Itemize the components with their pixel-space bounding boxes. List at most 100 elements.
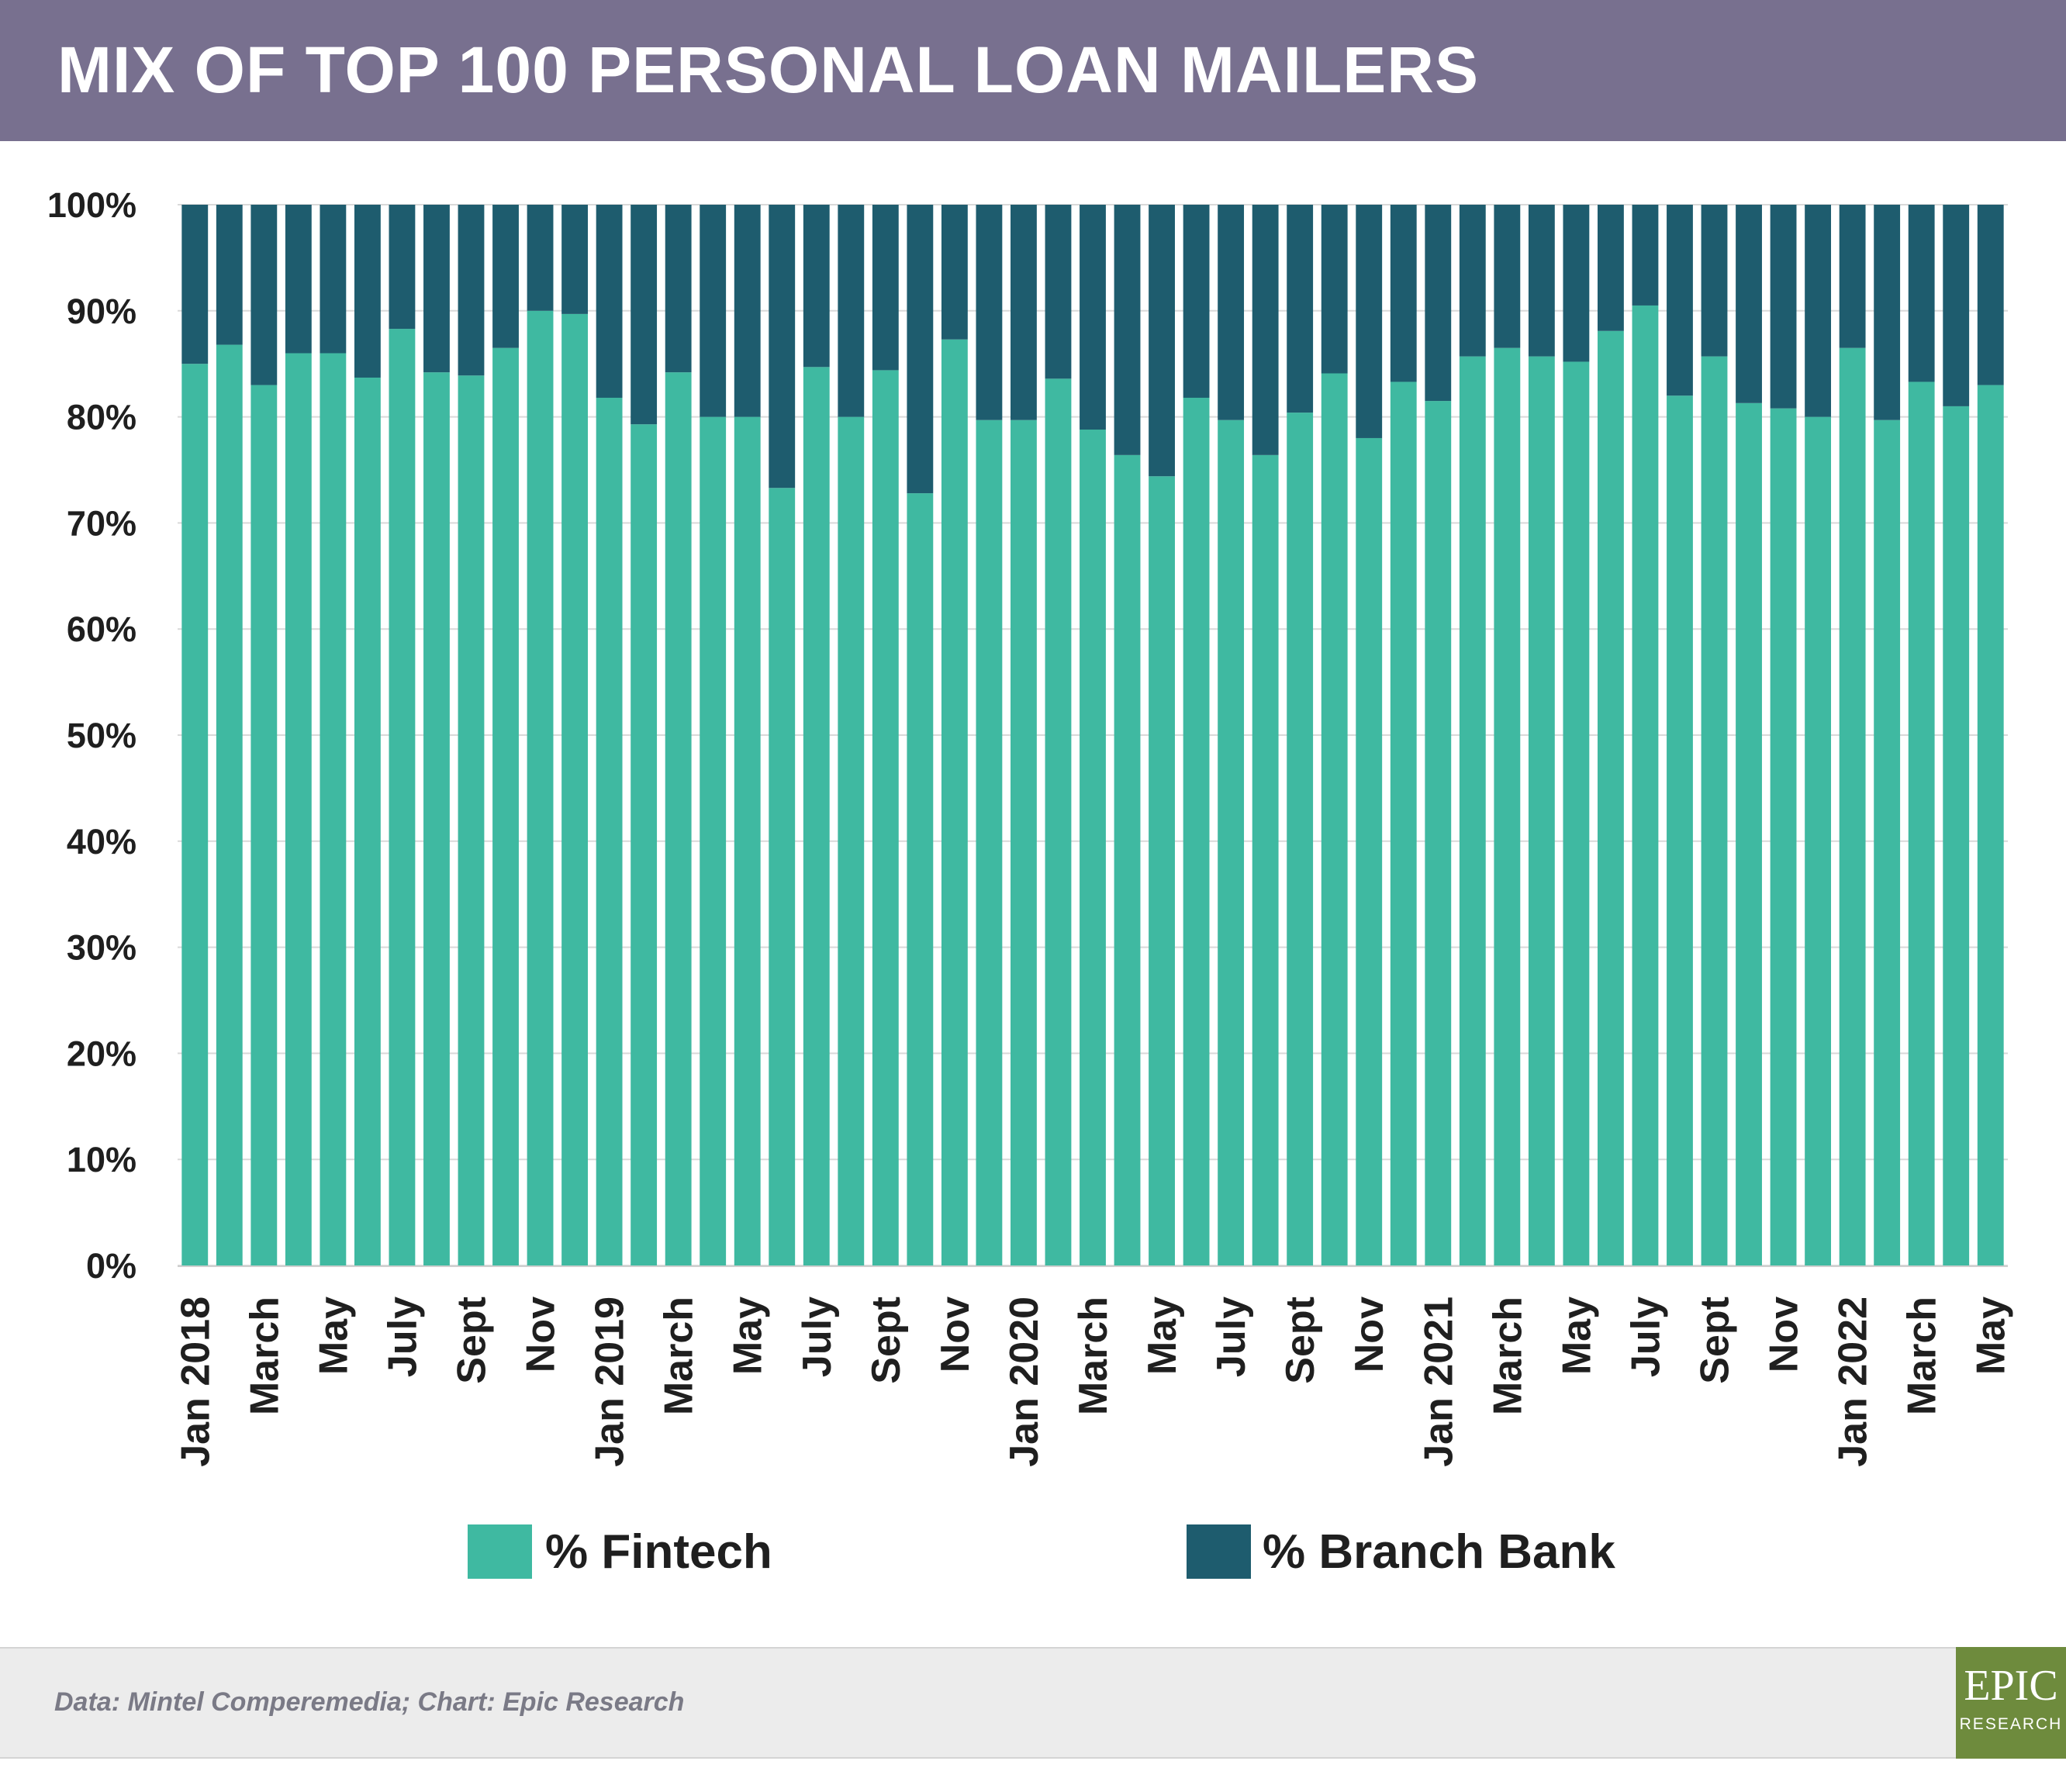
bar-branch-bank xyxy=(1252,205,1279,455)
bar-branch-bank xyxy=(1425,205,1452,402)
bar-branch-bank xyxy=(803,205,830,368)
bar-fintech xyxy=(872,370,899,1266)
bar-branch-bank xyxy=(1390,205,1417,382)
bar-fintech xyxy=(803,367,830,1266)
bar-fintech xyxy=(1459,356,1486,1265)
x-tick-label: July xyxy=(380,1297,425,1377)
bar-fintech xyxy=(1390,382,1417,1265)
bar-branch-bank xyxy=(1839,205,1866,348)
x-tick-label: Sept xyxy=(864,1297,909,1384)
bar-branch-bank xyxy=(1459,205,1486,357)
x-tick-label: July xyxy=(795,1297,840,1377)
bar-fintech xyxy=(700,416,727,1265)
y-tick-label: 60% xyxy=(67,609,136,649)
bar-branch-bank xyxy=(527,205,554,311)
y-tick-label: 40% xyxy=(67,822,136,861)
bar-fintech xyxy=(734,416,761,1265)
epic-research-logo: EPIC RESEARCH xyxy=(1956,1647,2066,1759)
bar-branch-bank xyxy=(216,205,243,345)
bar-branch-bank xyxy=(181,205,209,364)
bar-branch-bank xyxy=(769,205,796,489)
y-tick-label: 50% xyxy=(67,716,136,755)
bar-fintech xyxy=(320,353,347,1265)
legend-label-branch-bank: % Branch Bank xyxy=(1263,1525,1615,1579)
x-tick-label: Nov xyxy=(933,1297,978,1372)
x-tick-label: March xyxy=(1900,1297,1945,1415)
bar-branch-bank xyxy=(631,205,658,425)
bar-fintech xyxy=(1494,347,1521,1266)
bar-branch-bank xyxy=(700,205,727,417)
x-tick-label: Jan 2020 xyxy=(1002,1297,1047,1467)
bar-fintech xyxy=(561,313,588,1265)
y-axis-ticks: 0% 10% 20% 30% 40% 50% 60% 70% 80% 90% 100% xyxy=(47,185,136,1286)
x-tick-label: Jan 2022 xyxy=(1831,1297,1876,1467)
bar-fintech xyxy=(1080,430,1106,1265)
bar-branch-bank xyxy=(1080,205,1106,430)
bar-fintech xyxy=(1011,420,1037,1265)
y-tick-label: 80% xyxy=(67,398,136,437)
bar-fintech xyxy=(838,416,865,1265)
x-tick-label: July xyxy=(1209,1297,1254,1377)
y-tick-label: 30% xyxy=(67,928,136,968)
title-banner: MIX OF TOP 100 PERSONAL LOAN MAILERS xyxy=(0,0,2066,141)
bar-fintech xyxy=(1874,420,1901,1265)
bar-fintech xyxy=(1218,420,1245,1265)
x-tick-label: Jan 2019 xyxy=(588,1297,633,1467)
y-tick-label: 90% xyxy=(67,292,136,331)
bar-fintech xyxy=(250,385,278,1265)
bar-branch-bank xyxy=(1114,205,1141,455)
bar-fintech xyxy=(1563,361,1590,1265)
x-tick-label: May xyxy=(1554,1297,1599,1375)
bar-branch-bank xyxy=(492,205,519,348)
y-tick-label: 10% xyxy=(67,1140,136,1179)
x-tick-label: Sept xyxy=(1278,1297,1323,1384)
x-tick-label: July xyxy=(1623,1297,1668,1377)
bar-branch-bank xyxy=(1874,205,1901,420)
bar-branch-bank xyxy=(1528,205,1555,357)
bar-branch-bank xyxy=(250,205,278,385)
bar-branch-bank xyxy=(354,205,381,378)
bar-fintech xyxy=(665,372,692,1265)
bar-fintech xyxy=(1805,416,1832,1265)
bar-fintech xyxy=(596,397,623,1265)
legend-swatch-branch-bank xyxy=(1187,1524,1251,1579)
bar-branch-bank xyxy=(1632,205,1659,306)
bar-branch-bank xyxy=(1321,205,1348,374)
bar-branch-bank xyxy=(389,205,416,330)
logo-wordmark: EPIC xyxy=(1964,1662,2058,1710)
y-tick-label: 20% xyxy=(67,1034,136,1073)
x-tick-label: March xyxy=(242,1297,287,1415)
bar-fintech xyxy=(1252,454,1279,1265)
bar-branch-bank xyxy=(1149,205,1175,477)
bar-fintech xyxy=(181,364,209,1266)
bar-fintech xyxy=(1908,382,1935,1265)
bar-branch-bank xyxy=(838,205,865,417)
bar-fintech xyxy=(1287,413,1314,1266)
bar-branch-bank xyxy=(1977,205,2004,385)
bar-branch-bank xyxy=(285,205,312,354)
bar-fintech xyxy=(907,493,934,1265)
bar-branch-bank xyxy=(1805,205,1832,417)
bar-branch-bank xyxy=(1494,205,1521,348)
x-tick-label: March xyxy=(657,1297,702,1415)
bar-fintech xyxy=(216,344,243,1266)
x-tick-label: Jan 2021 xyxy=(1416,1297,1461,1467)
y-tick-label: 70% xyxy=(67,503,136,543)
bar-fintech xyxy=(1632,305,1659,1266)
bar-fintech xyxy=(631,424,658,1265)
bar-fintech xyxy=(1736,402,1762,1265)
bar-fintech xyxy=(1425,401,1452,1265)
bar-fintech xyxy=(527,310,554,1265)
x-tick-label: Sept xyxy=(1693,1297,1738,1384)
x-axis-ticks: Jan 2018 March May July Sept Nov Jan 2019 March… xyxy=(173,1297,2013,1467)
bar-fintech xyxy=(769,488,796,1265)
bars xyxy=(181,205,2004,1266)
bar-fintech xyxy=(458,375,485,1265)
bar-fintech xyxy=(389,329,416,1265)
bar-fintech xyxy=(1183,397,1210,1265)
bar-branch-bank xyxy=(1943,205,1970,406)
bar-fintech xyxy=(1114,454,1141,1265)
bar-fintech xyxy=(1356,437,1383,1265)
logo-subtitle: RESEARCH xyxy=(1959,1715,2063,1733)
bar-fintech xyxy=(1528,356,1555,1265)
